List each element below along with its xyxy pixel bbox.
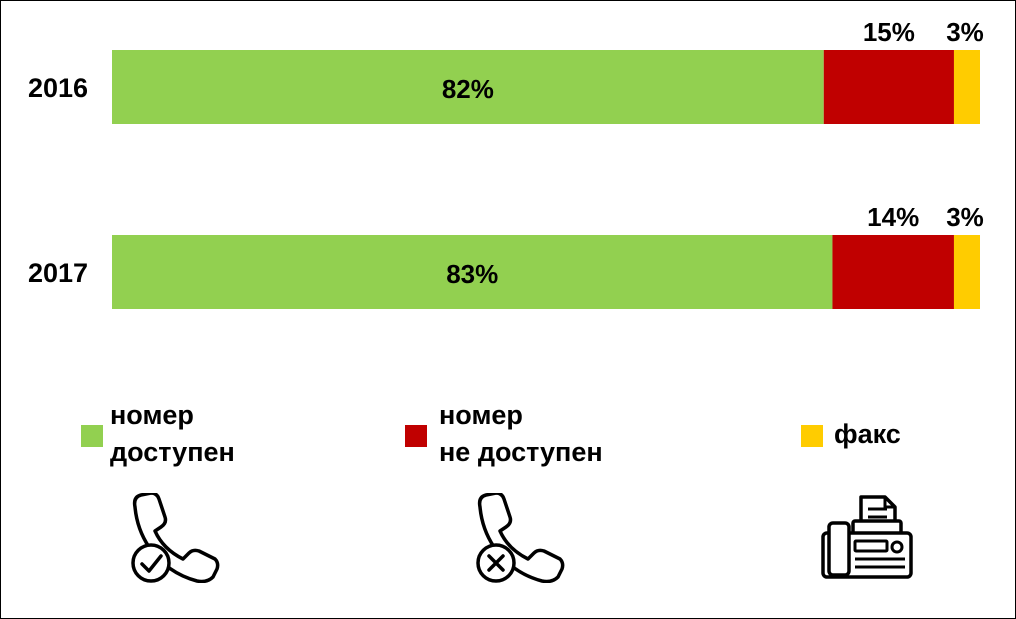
phone-check-icon: [131, 493, 220, 583]
data-label-2016-series-2: 3%: [946, 17, 984, 47]
data-label-2017-series-0: 83%: [446, 259, 498, 289]
bar-2016-series-1: [823, 50, 954, 124]
legend-swatch-fax: [801, 425, 823, 447]
bar-2017-series-1: [832, 235, 954, 309]
bar-2017-series-2: [953, 235, 980, 309]
bar-2016-series-0: [112, 50, 824, 124]
fax-icon: [821, 495, 913, 579]
data-label-2017-series-2: 3%: [946, 202, 984, 232]
bar-2017-series-0: [112, 235, 833, 309]
category-label-2016: 2016: [28, 73, 88, 103]
legend-label-fax: факс: [834, 419, 901, 449]
legend-swatch-unavailable: [405, 425, 427, 447]
legend-label-unavailable-line2: не доступен: [439, 437, 603, 467]
phone-cross-icon: [476, 493, 565, 583]
bar-2016-series-2: [953, 50, 980, 124]
data-label-2017-series-1: 14%: [867, 202, 919, 232]
legend-label-available-line2: доступен: [110, 437, 235, 467]
legend-label-available-line1: номер: [110, 400, 194, 430]
data-label-2016-series-1: 15%: [863, 17, 915, 47]
data-label-2016-series-0: 82%: [442, 74, 494, 104]
category-label-2017: 2017: [28, 258, 88, 288]
legend-swatch-available: [81, 425, 103, 447]
legend-label-unavailable-line1: номер: [439, 400, 523, 430]
